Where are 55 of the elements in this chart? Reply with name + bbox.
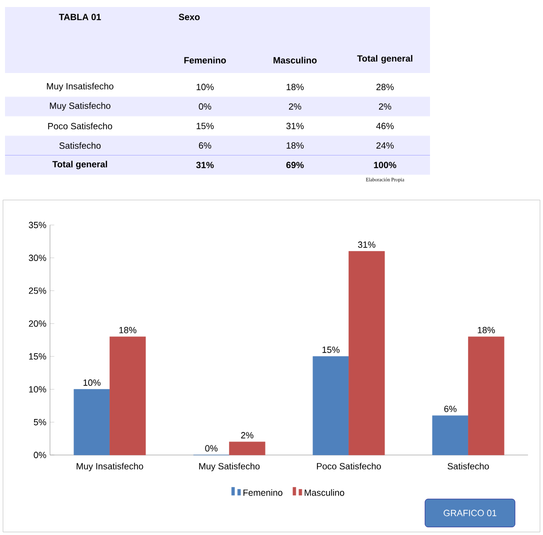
bar	[432, 415, 468, 456]
y-tick-label: 35%	[28, 222, 46, 228]
y-tick-label: 15%	[29, 353, 46, 360]
text: 31%	[286, 122, 304, 130]
data-label: 15%	[322, 346, 340, 353]
legend-label: Masculino	[304, 489, 344, 496]
y-tick-label: 30%	[28, 254, 46, 262]
bar	[312, 356, 349, 456]
text: 100%	[374, 162, 396, 168]
y-tick-label: 25%	[28, 288, 46, 294]
text: 10%	[196, 84, 214, 90]
x-tick-label: Muy Insatisfecho	[76, 462, 144, 472]
text: 46%	[376, 122, 394, 130]
bar	[74, 389, 110, 456]
text: 2%	[288, 103, 302, 110]
category-label: Muy Satisfecho	[50, 102, 110, 111]
data-label: 10%	[84, 379, 101, 386]
category-label: Satisfecho	[59, 142, 101, 149]
y-tick-label: 0%	[34, 452, 46, 458]
data-label: 18%	[478, 326, 495, 334]
data-label: 6%	[444, 406, 457, 412]
text: 28%	[376, 84, 394, 90]
text: 69%	[286, 162, 304, 168]
category-label: Total general	[357, 55, 412, 64]
text: 24%	[376, 142, 394, 149]
legend-label: Femenino	[243, 489, 282, 496]
category-label: Total general	[52, 160, 108, 170]
bar	[229, 442, 266, 456]
text: Sexo	[178, 14, 200, 20]
text: 18%	[286, 84, 304, 90]
x-tick-label: Poco Satisfecho	[316, 462, 381, 470]
text: 18%	[286, 142, 304, 149]
category-label: Poco Satisfecho	[48, 122, 112, 130]
text: 15%	[196, 122, 214, 130]
text: 31%	[196, 162, 214, 168]
data-label: 2%	[241, 432, 254, 438]
x-tick-label: Satisfecho	[448, 462, 489, 470]
text: 2%	[378, 103, 392, 110]
y-tick-label: 10%	[29, 386, 46, 392]
bar	[468, 336, 504, 456]
y-tick-label: 20%	[28, 320, 46, 327]
text: 0%	[198, 103, 212, 110]
data-label: 0%	[205, 445, 218, 452]
text: GRAFICO 01	[444, 510, 496, 516]
category-label: Muy Insatisfecho	[46, 82, 114, 92]
data-label: 31%	[358, 241, 376, 248]
bar	[348, 251, 385, 456]
category-label: Femenino	[184, 56, 226, 64]
bar	[110, 336, 146, 456]
text: TABLA 01	[58, 14, 101, 20]
y-tick-label: 5%	[34, 418, 46, 426]
category-label: Masculino	[274, 56, 317, 64]
text: 6%	[198, 142, 212, 149]
data-label: 18%	[119, 326, 136, 334]
x-tick-label: Muy Satisfecho	[199, 462, 260, 472]
